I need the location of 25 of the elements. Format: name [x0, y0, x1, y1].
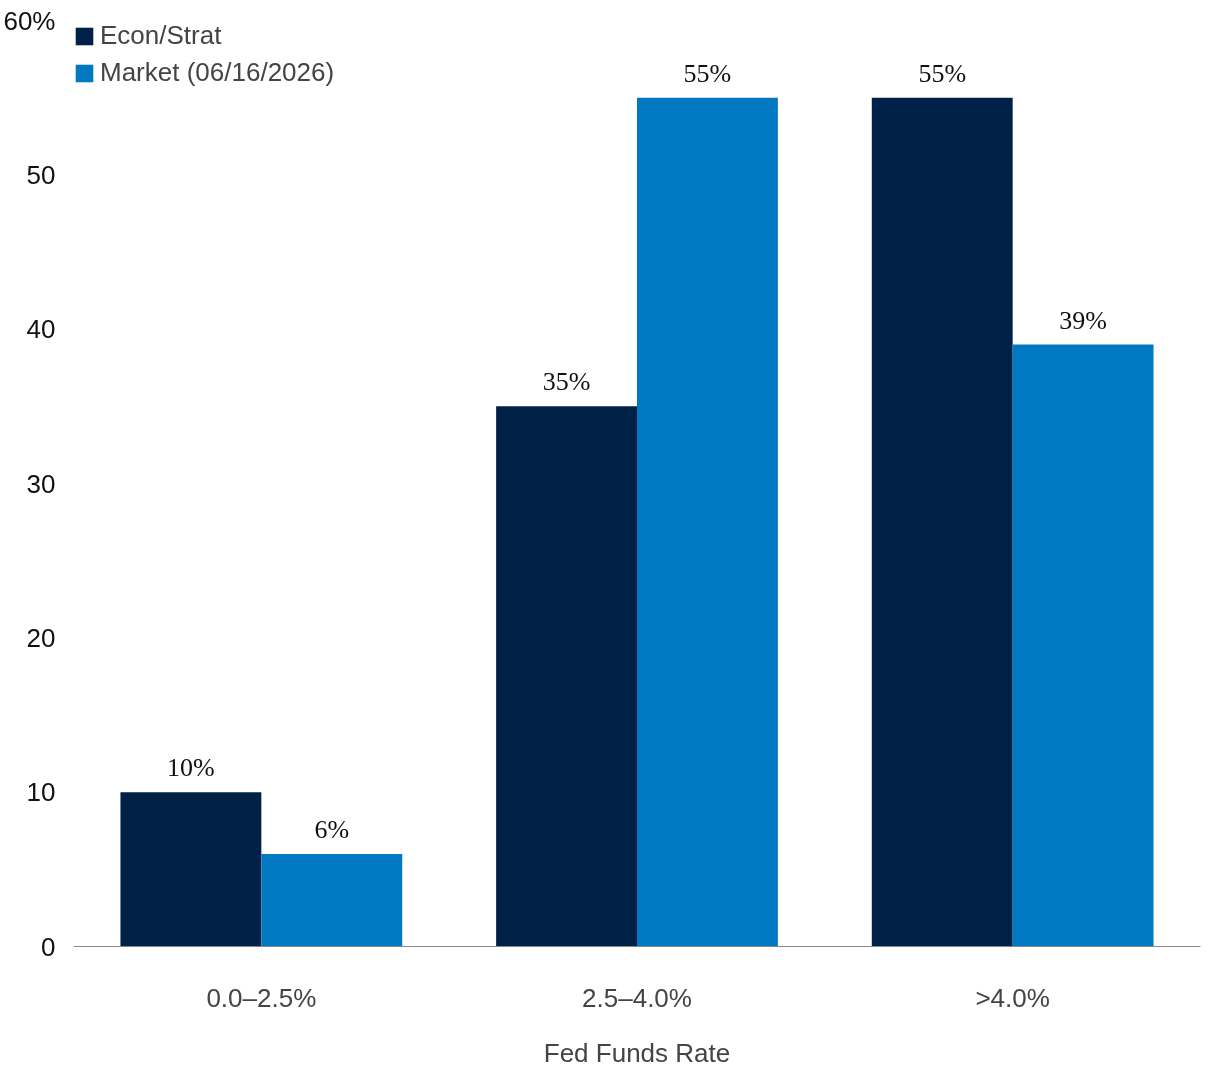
y-tick-label: 30	[26, 468, 56, 499]
bar	[637, 97, 778, 947]
legend-label: Market (06/16/2026)	[100, 57, 335, 88]
data-label: 55%	[683, 58, 732, 88]
x-tick-label: >4.0%	[975, 982, 1050, 1013]
x-tick-label: 0.0–2.5%	[206, 982, 317, 1013]
y-tick-label: 40	[26, 314, 56, 345]
data-label: 39%	[1059, 305, 1107, 335]
bar	[1012, 344, 1154, 947]
data-label: 55%	[918, 58, 967, 88]
x-tick-label: 2.5–4.0%	[582, 982, 692, 1013]
y-tick-label: 50	[26, 159, 56, 190]
y-tick-label: 0	[41, 931, 56, 962]
legend-label: Econ/Strat	[100, 20, 222, 51]
data-label: 35%	[542, 367, 591, 397]
y-tick-label: 20	[26, 622, 56, 653]
bar	[261, 853, 403, 947]
x-axis-title: Fed Funds Rate	[543, 1037, 731, 1068]
y-tick-label: 60%	[3, 5, 56, 36]
bar	[496, 406, 637, 947]
data-label: 10%	[167, 753, 215, 783]
y-tick-label: 10	[26, 777, 56, 808]
bar	[120, 792, 262, 947]
bar	[871, 97, 1013, 947]
data-label: 6%	[314, 814, 350, 844]
